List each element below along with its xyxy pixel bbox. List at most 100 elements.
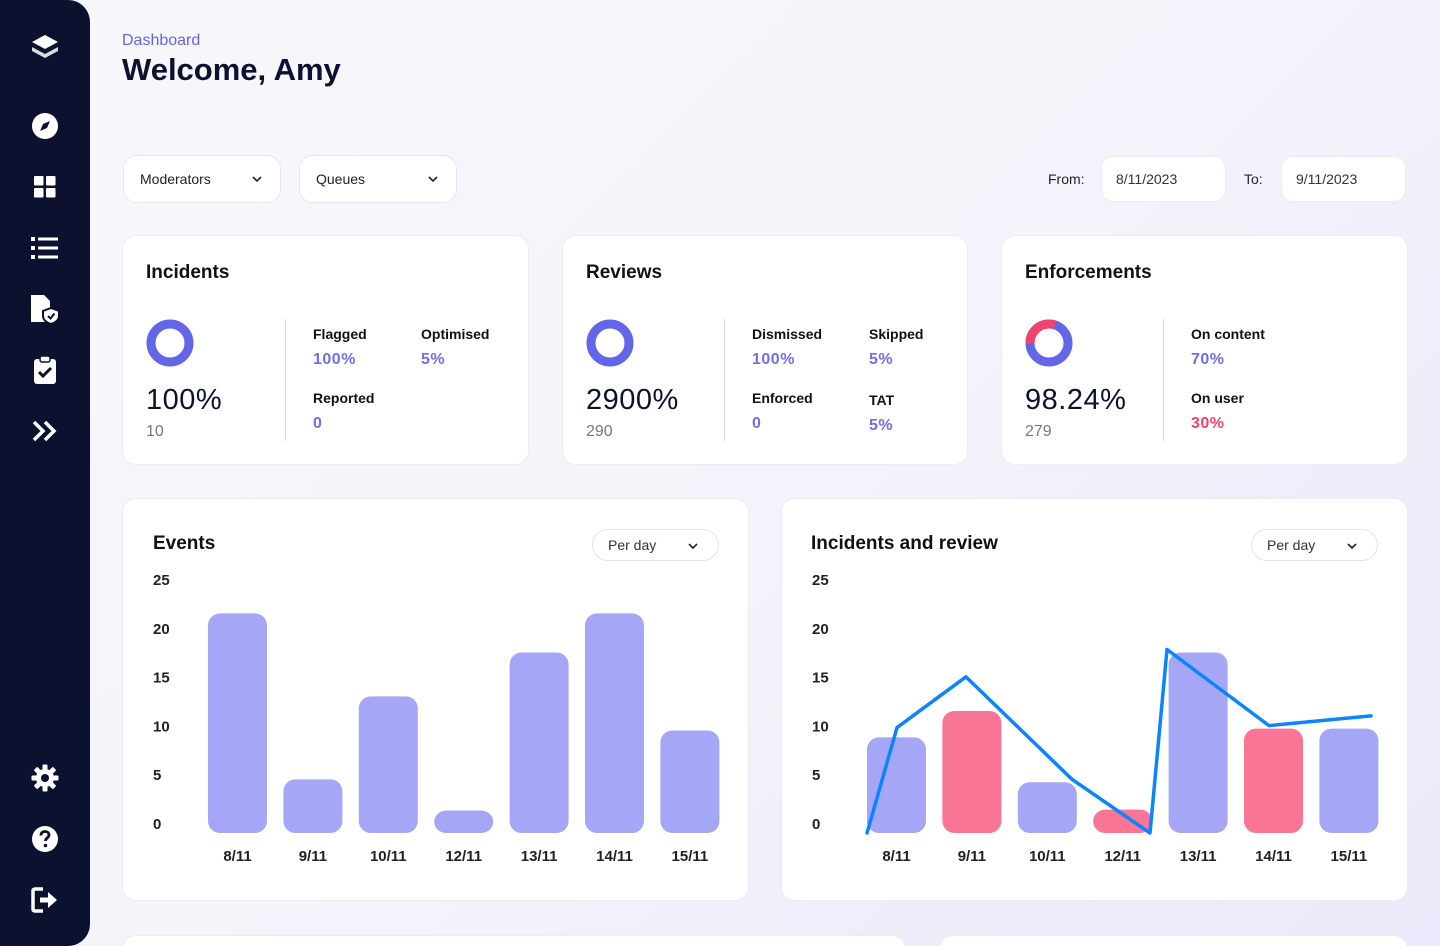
chevron-down-icon bbox=[1347, 543, 1357, 550]
x-tick-label: 8/11 bbox=[223, 848, 251, 865]
events-card: Events Per day 25 20 15 10 5 0 8/11 9/11 10/11 12… bbox=[122, 498, 749, 901]
bar bbox=[1093, 809, 1153, 833]
grid-icon[interactable] bbox=[27, 169, 63, 205]
moderators-label: Moderators bbox=[140, 171, 211, 187]
logo-icon[interactable] bbox=[27, 29, 63, 65]
stat-value: 0 bbox=[313, 415, 323, 432]
stat-label: Skipped bbox=[869, 326, 924, 342]
enforcements-percent: 98.24% bbox=[1025, 384, 1127, 416]
bar bbox=[585, 613, 644, 833]
reviews-count: 290 bbox=[586, 423, 613, 440]
sidebar bbox=[0, 0, 90, 946]
bar bbox=[660, 730, 720, 833]
x-tick-label: 10/11 bbox=[370, 848, 407, 865]
x-tick-label: 9/11 bbox=[299, 848, 327, 865]
stat-value: 30% bbox=[1191, 415, 1225, 432]
stat-label: Flagged bbox=[313, 326, 367, 342]
moderators-select[interactable]: Moderators bbox=[123, 155, 281, 203]
expand-icon[interactable] bbox=[27, 413, 63, 449]
y-tick-label: 10 bbox=[812, 718, 829, 735]
x-tick-label: 15/11 bbox=[1331, 848, 1368, 865]
y-tick-label: 20 bbox=[812, 621, 829, 638]
chevron-down-icon bbox=[252, 176, 262, 183]
card-title: Incidents and review bbox=[811, 533, 998, 554]
bar bbox=[1168, 652, 1228, 833]
incidents-count: 10 bbox=[146, 423, 164, 440]
incidents-donut bbox=[146, 319, 194, 367]
divider bbox=[724, 319, 725, 441]
divider bbox=[285, 319, 286, 441]
page-title: Welcome, Amy bbox=[122, 52, 341, 87]
x-tick-label: 15/11 bbox=[672, 848, 709, 865]
x-tick-label: 8/11 bbox=[882, 848, 910, 865]
y-tick-label: 15 bbox=[812, 670, 829, 687]
logout-icon[interactable] bbox=[27, 882, 63, 918]
events-period-select[interactable]: Per day bbox=[592, 529, 719, 561]
y-tick-label: 0 bbox=[812, 816, 820, 833]
period-label: Per day bbox=[608, 537, 657, 553]
queues-label: Queues bbox=[316, 171, 366, 187]
y-tick-label: 0 bbox=[153, 816, 161, 833]
events-chart: 25 20 15 10 5 0 8/11 9/11 10/11 12/11 13/11 14/11 15… bbox=[153, 572, 720, 865]
incidents-review-period-select[interactable]: Per day bbox=[1251, 529, 1378, 561]
bar bbox=[509, 652, 569, 833]
bar bbox=[434, 810, 494, 833]
stat-label: On content bbox=[1191, 326, 1265, 342]
y-tick-label: 20 bbox=[153, 621, 170, 638]
y-tick-label: 5 bbox=[812, 767, 820, 784]
x-tick-label: 14/11 bbox=[596, 848, 633, 865]
bar bbox=[942, 711, 1002, 833]
card-title: Events bbox=[153, 533, 216, 554]
enforcements-count: 279 bbox=[1025, 423, 1052, 440]
stat-label: Reported bbox=[313, 390, 375, 406]
y-tick-label: 25 bbox=[812, 572, 829, 589]
y-tick-label: 5 bbox=[153, 767, 161, 784]
stat-value: 70% bbox=[1191, 351, 1225, 368]
x-tick-label: 12/11 bbox=[445, 848, 482, 865]
incidents-review-card: Incidents and review Per day 25 20 15 10 5 0 8… bbox=[781, 498, 1408, 901]
stat-value: 5% bbox=[421, 351, 446, 368]
x-tick-label: 13/11 bbox=[1180, 848, 1217, 865]
help-icon[interactable] bbox=[27, 821, 63, 857]
card-title: Reviews bbox=[586, 262, 663, 283]
stat-value: 5% bbox=[869, 351, 894, 368]
bar bbox=[1244, 728, 1303, 833]
to-label: To: bbox=[1244, 171, 1263, 187]
reviews-percent: 2900% bbox=[586, 384, 679, 416]
incidents-review-chart: 25 20 15 10 5 0 8/11 9/11 10/11 12/11 13/11 14/11 15… bbox=[812, 572, 1379, 865]
stat-value: 100% bbox=[313, 351, 356, 368]
y-tick-label: 25 bbox=[153, 572, 170, 589]
clipboard-check-icon[interactable] bbox=[27, 352, 63, 388]
queues-select[interactable]: Queues bbox=[299, 155, 457, 203]
list-icon[interactable] bbox=[27, 230, 63, 266]
gear-icon[interactable] bbox=[27, 760, 63, 796]
incidents-percent: 100% bbox=[146, 384, 223, 416]
reviews-card: Reviews 2900% 290 Dismissed 100% Skipped… bbox=[562, 235, 968, 465]
trend-line bbox=[865, 647, 1373, 835]
bar bbox=[283, 779, 343, 833]
compass-icon[interactable] bbox=[27, 108, 63, 144]
stat-label: On user bbox=[1191, 390, 1244, 406]
card-title: Enforcements bbox=[1025, 262, 1152, 283]
divider bbox=[1163, 319, 1164, 441]
shield-file-icon[interactable] bbox=[27, 291, 63, 327]
to-date-input[interactable]: 9/11/2023 bbox=[1281, 156, 1406, 202]
bar bbox=[1017, 782, 1077, 833]
bar bbox=[867, 737, 926, 833]
chevron-down-icon bbox=[688, 543, 698, 550]
bottom-card-left bbox=[122, 935, 906, 946]
x-tick-label: 12/11 bbox=[1104, 848, 1141, 865]
from-date-input[interactable]: 8/11/2023 bbox=[1101, 156, 1226, 202]
x-tick-label: 10/11 bbox=[1029, 848, 1066, 865]
stat-label: Optimised bbox=[421, 326, 490, 342]
breadcrumb[interactable]: Dashboard bbox=[122, 32, 201, 49]
x-tick-label: 14/11 bbox=[1255, 848, 1292, 865]
bar bbox=[1319, 728, 1379, 833]
stat-label: Enforced bbox=[752, 390, 813, 406]
incidents-card: Incidents 100% 10 Flagged 100% Optimised… bbox=[122, 235, 529, 465]
card-title: Incidents bbox=[146, 262, 230, 283]
stat-value: 100% bbox=[752, 351, 795, 368]
stat-label: Dismissed bbox=[752, 326, 823, 342]
enforcements-card: Enforcements 98.24% 279 On content 70% O… bbox=[1001, 235, 1408, 465]
y-tick-label: 15 bbox=[153, 670, 170, 687]
